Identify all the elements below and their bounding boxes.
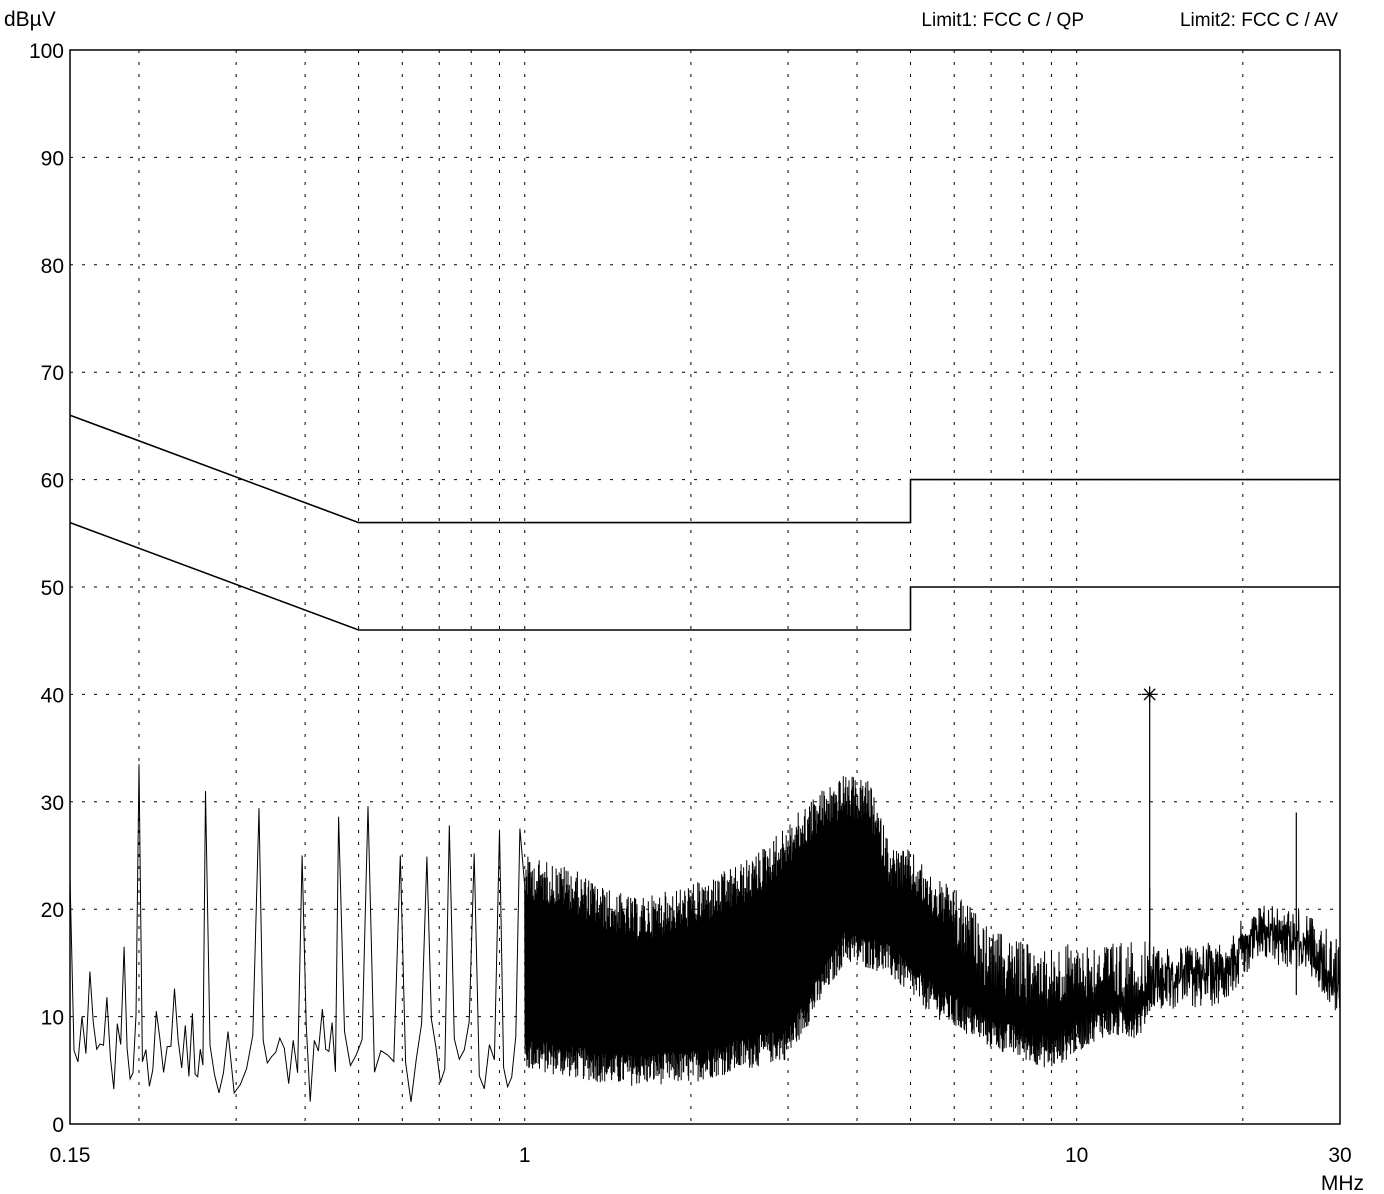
x-tick-label-1: 1 [519, 1144, 531, 1167]
y-tick-label-80: 80 [41, 255, 64, 278]
y-tick-labels: 0 10 20 30 40 50 60 70 80 90 100 [29, 40, 64, 1137]
limit-line-1 [69, 414, 1340, 524]
y-unit-label: dBµV [4, 8, 56, 31]
y-tick-label-10: 10 [41, 1007, 64, 1030]
y-tick-label-60: 60 [41, 470, 64, 493]
x-tick-label-0.15: 0.15 [50, 1144, 91, 1167]
y-tick-label-100: 100 [29, 40, 64, 63]
y-tick-label-70: 70 [41, 362, 64, 385]
y-tick-label-50: 50 [41, 577, 64, 600]
legend-limit2: Limit2: FCC C / AV [1180, 10, 1338, 31]
x-tick-labels: 0.15 1 10 30 [50, 1144, 1352, 1167]
y-tick-label-90: 90 [41, 147, 64, 170]
spectrum-trace-group [69, 694, 1341, 1102]
limit-line-2 [69, 521, 1340, 631]
x-tick-label-10: 10 [1065, 1144, 1088, 1167]
plot-frame [69, 49, 1341, 1125]
y-tick-label-30: 30 [41, 792, 64, 815]
y-tick-label-0: 0 [52, 1114, 64, 1137]
legend-limit1: Limit1: FCC C / QP [921, 10, 1084, 31]
x-tick-label-30: 30 [1328, 1144, 1351, 1167]
spectrum-trace [69, 764, 1341, 1102]
x-unit-label: MHz [1321, 1172, 1364, 1194]
marker-stroke-d2 [1143, 688, 1156, 701]
limit-lines [69, 414, 1340, 631]
peak-marker-group [1141, 686, 1158, 703]
y-tick-label-40: 40 [41, 684, 64, 707]
y-tick-label-20: 20 [41, 899, 64, 922]
